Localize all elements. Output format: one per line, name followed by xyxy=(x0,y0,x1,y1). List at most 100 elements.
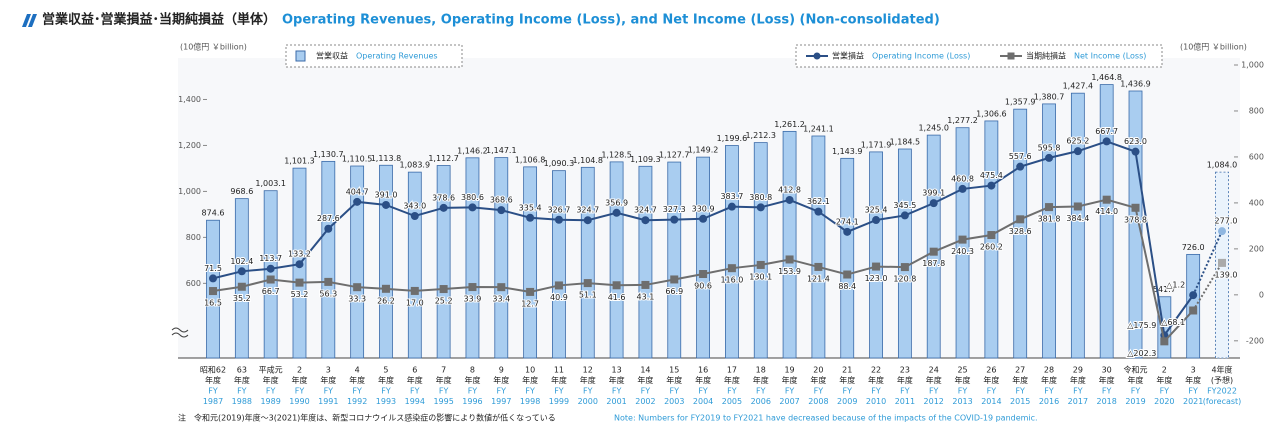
x-tick-label: FY xyxy=(324,387,334,396)
x-tick-label: FY xyxy=(410,387,420,396)
x-tick-label: 8 xyxy=(470,366,475,375)
title-icon xyxy=(28,14,37,27)
x-tick-label: FY xyxy=(266,387,276,396)
x-tick-label: 令和元 xyxy=(1124,365,1148,375)
line-value-label: 260.2 xyxy=(980,243,1003,252)
x-tick-label: FY xyxy=(814,387,824,396)
line-value-label: 381.8 xyxy=(1038,215,1061,224)
x-tick-label: FY2022 xyxy=(1207,387,1237,396)
bar-value-label: 1,380.7 xyxy=(1034,92,1065,101)
x-tick-label: 29 xyxy=(1073,366,1083,375)
bar-value-label: 1,127.7 xyxy=(659,151,690,160)
line-value-label: 33.4 xyxy=(492,295,510,304)
marker xyxy=(381,284,390,293)
y2-tick-label: 600 xyxy=(1249,152,1264,161)
x-tick-label: 年度 xyxy=(1041,375,1057,385)
bar xyxy=(811,135,826,359)
marker xyxy=(583,216,592,225)
x-tick-label: 6 xyxy=(412,366,417,375)
bar-value-label: 1,199.6 xyxy=(717,134,748,143)
line-value-label: 187.8 xyxy=(922,259,945,268)
marker xyxy=(583,279,592,288)
x-tick-label: FY xyxy=(1102,387,1112,396)
line-value-label: △68.1 xyxy=(1161,318,1185,327)
bar xyxy=(263,190,278,359)
x-tick-label: FY xyxy=(1015,387,1025,396)
marker xyxy=(468,283,477,292)
line-value-label: 133.2 xyxy=(288,250,311,259)
bar-value-label: 1,146.2 xyxy=(457,146,488,155)
legend-label-en: Operating Income (Loss) xyxy=(872,52,970,61)
marker xyxy=(785,195,794,204)
x-tick-label: 年度 xyxy=(897,375,913,385)
marker xyxy=(814,207,823,216)
line-value-label: 414.0 xyxy=(1095,207,1118,216)
bar-value-label: 1,277.2 xyxy=(947,116,978,125)
x-tick-label: 年度 xyxy=(1128,375,1144,385)
line-value-label: 113.7 xyxy=(259,254,282,263)
y2-tick-label: -200 xyxy=(1246,336,1264,345)
line-value-label: 327.3 xyxy=(663,205,686,214)
marker xyxy=(295,278,304,287)
x-tick-label: 年度 xyxy=(234,375,250,385)
x-tick-label: FY xyxy=(381,387,391,396)
line-value-label: 324.7 xyxy=(576,206,599,215)
x-tick-label: 28 xyxy=(1044,366,1054,375)
x-tick-label: FY xyxy=(612,387,622,396)
x-tick-label: FY xyxy=(1044,387,1054,396)
marker xyxy=(1189,306,1198,315)
y2-tick-label: 0 xyxy=(1259,290,1264,299)
line-value-label: 595.8 xyxy=(1038,143,1061,152)
marker xyxy=(641,280,650,289)
bar xyxy=(407,171,422,359)
legend-swatch xyxy=(813,52,821,60)
marker xyxy=(526,213,535,222)
line-value-label: 43.1 xyxy=(637,292,655,301)
marker xyxy=(439,285,448,294)
x-tick-label: 26 xyxy=(986,366,996,375)
bar xyxy=(696,156,710,359)
title: 営業収益･営業損益･当期純損益（単体） xyxy=(42,12,276,28)
x-tick-label: 年度 xyxy=(839,375,855,385)
bar xyxy=(926,134,941,359)
x-tick-label: 1994 xyxy=(405,397,425,406)
line-value-label: 325.4 xyxy=(865,206,888,215)
x-tick-label: 15 xyxy=(669,366,679,375)
line-value-label: 121.4 xyxy=(807,274,830,283)
x-tick-label: 年度 xyxy=(1070,375,1086,385)
x-tick-label: 年度 xyxy=(407,375,423,385)
legend-label: 営業損益 xyxy=(832,51,864,61)
x-tick-label: 年度 xyxy=(580,375,596,385)
x-tick-label: 年度 xyxy=(1156,375,1172,385)
line-value-label: 287.6 xyxy=(317,214,340,223)
bar xyxy=(753,142,768,359)
marker xyxy=(209,274,217,283)
x-tick-label: 23 xyxy=(900,366,910,375)
marker xyxy=(1131,147,1140,156)
legend-label: 営業収益 xyxy=(316,51,348,61)
line-value-label: 335.4 xyxy=(519,203,542,212)
bar xyxy=(523,166,538,359)
marker xyxy=(1102,195,1111,204)
y2-tick-label: 800 xyxy=(1249,106,1264,115)
line-value-label: 40.9 xyxy=(550,293,568,302)
x-tick-label: 年度 xyxy=(782,375,798,385)
line-value-label: 71.5 xyxy=(204,264,222,273)
y-tick-label: 1,400 xyxy=(178,95,201,104)
bar xyxy=(725,145,739,359)
bar xyxy=(1013,108,1028,359)
marker xyxy=(353,197,362,206)
marker xyxy=(1189,291,1198,300)
marker xyxy=(410,212,419,221)
marker xyxy=(1131,203,1140,212)
marker xyxy=(439,203,448,212)
x-tick-label: FY xyxy=(641,387,651,396)
line-value-label: △1.2 xyxy=(1166,281,1185,290)
bar xyxy=(840,157,855,359)
x-tick-label: 年度 xyxy=(1012,375,1028,385)
bar-value-label: 874.6 xyxy=(202,209,225,218)
bar-value-label: 1,241.1 xyxy=(803,124,834,133)
legend-swatch xyxy=(295,50,306,62)
bar-value-label: 1,464.8 xyxy=(1091,73,1122,82)
x-tick-label: 年度 xyxy=(436,375,452,385)
